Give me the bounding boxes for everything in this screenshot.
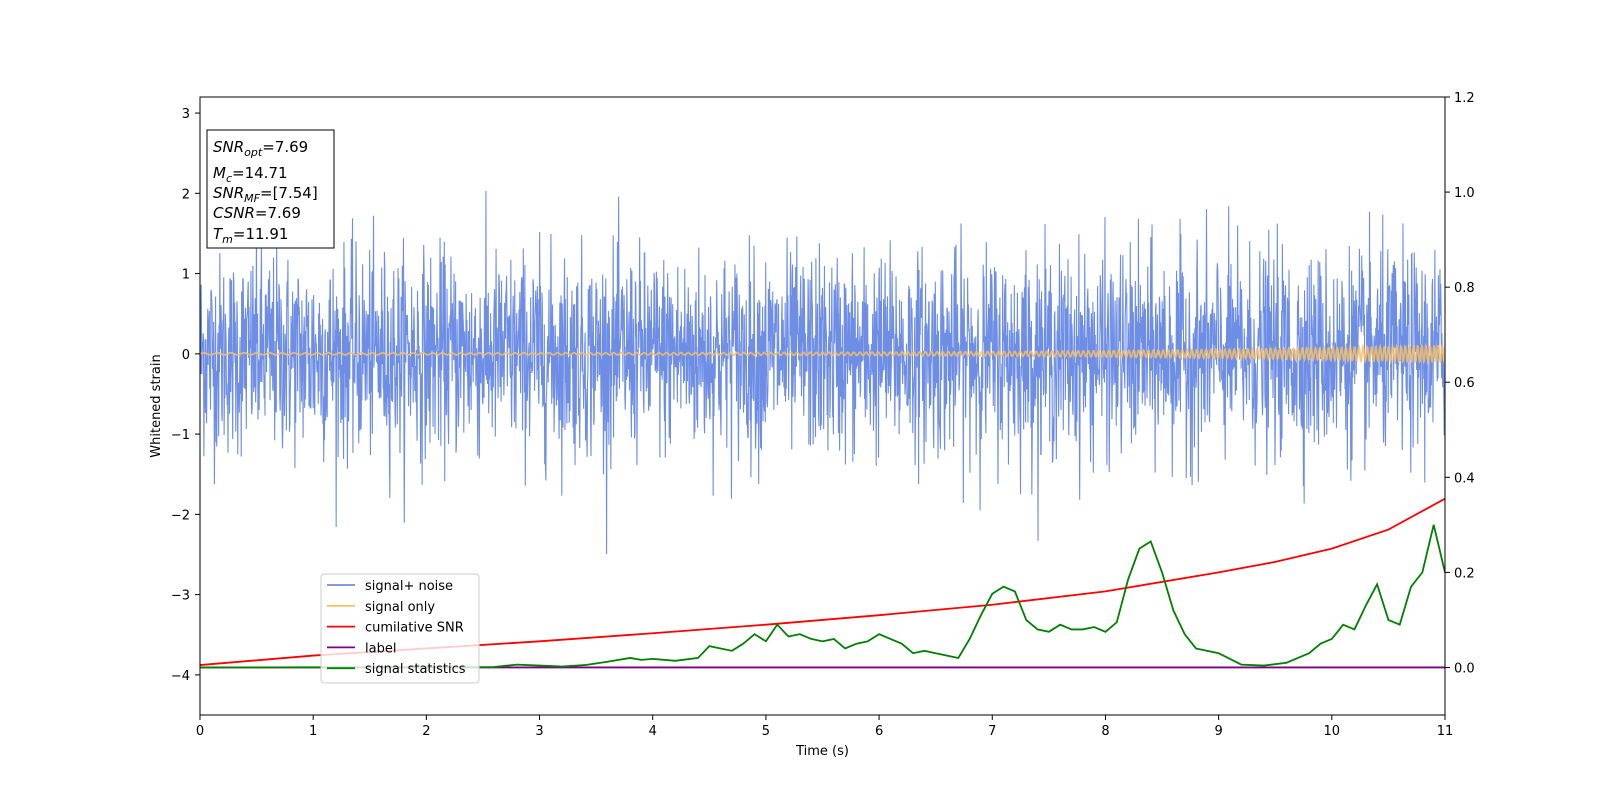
y-left-tick-label: −3 xyxy=(171,589,190,604)
x-tick-label: 11 xyxy=(1437,724,1454,739)
legend-label: signal+ noise xyxy=(365,579,453,594)
y-left-tick-label: 2 xyxy=(182,187,190,202)
y-right-tick-label: 1.0 xyxy=(1454,186,1475,201)
x-tick-label: 2 xyxy=(422,724,430,739)
y-right-tick-label: 0.4 xyxy=(1454,471,1475,486)
y-left-tick-label: −4 xyxy=(171,669,190,684)
y-axis-right: 0.0 0.2 0.4 0.6 0.8 1.0 1.2 xyxy=(1445,91,1475,676)
y-right-tick-label: 0.6 xyxy=(1454,376,1475,391)
legend-label: cumilative SNR xyxy=(365,621,464,636)
y-left-tick-label: −1 xyxy=(171,428,190,443)
y-right-tick-label: 1.2 xyxy=(1454,91,1475,106)
x-tick-label: 9 xyxy=(1214,724,1222,739)
annotation-snr-opt: SNRopt=7.69 xyxy=(213,138,308,159)
series-line-signal-statistics xyxy=(200,524,1445,669)
stats-annotation-box: SNRopt=7.69 Mc=14.71 SNRMF=[7.54] CSNR=7… xyxy=(206,129,335,249)
y-axis-left: −4 −3 −2 −1 0 1 2 3 xyxy=(171,107,200,684)
legend-label: label xyxy=(365,641,396,656)
annotation-csnr: CSNR=7.69 xyxy=(213,204,301,222)
legend-label: signal statistics xyxy=(365,662,466,677)
legend-item-label: label xyxy=(327,641,396,656)
x-tick-label: 10 xyxy=(1324,724,1341,739)
y-right-tick-label: 0.2 xyxy=(1454,566,1475,581)
series-line-signal-noise xyxy=(200,190,1445,554)
x-tick-label: 4 xyxy=(649,724,657,739)
series-line-signal-only xyxy=(200,342,1445,366)
legend-item-cumilative-snr: cumilative SNR xyxy=(327,621,464,636)
x-tick-label: 8 xyxy=(1101,724,1109,739)
legend-frame xyxy=(320,573,480,684)
y-left-tick-label: 3 xyxy=(182,107,190,122)
y-left-tick-label: 1 xyxy=(182,268,190,283)
annotation-chirp-mass: Mc=14.71 xyxy=(213,164,288,185)
legend-item-signal-only: signal only xyxy=(327,600,435,615)
x-tick-label: 1 xyxy=(309,724,317,739)
annotation-merger-time: Tm=11.91 xyxy=(213,225,288,246)
x-tick-label: 3 xyxy=(535,724,543,739)
y-left-tick-label: −2 xyxy=(171,508,190,523)
annotation-snr-mf: SNRMF=[7.54] xyxy=(213,184,318,205)
y-right-tick-label: 0.8 xyxy=(1454,281,1475,296)
legend-item-signal-statistics: signal statistics xyxy=(327,662,466,677)
y-axis-label-left: Whitened strain xyxy=(149,354,164,457)
legend-item-signal-noise: signal+ noise xyxy=(327,579,453,594)
legend: signal+ noise signal only cumilative SNR la… xyxy=(320,573,480,684)
x-tick-label: 7 xyxy=(988,724,996,739)
x-axis: 0 1 2 3 4 5 6 7 8 9 10 11 xyxy=(196,715,1453,739)
axes-frame xyxy=(199,96,1446,716)
y-left-tick-label: 0 xyxy=(182,348,190,363)
x-tick-label: 5 xyxy=(762,724,770,739)
annotation-box-frame xyxy=(206,129,335,249)
legend-label: signal only xyxy=(365,600,435,615)
x-tick-label: 0 xyxy=(196,724,204,739)
y-right-tick-label: 0.0 xyxy=(1454,661,1475,676)
x-tick-label: 6 xyxy=(875,724,883,739)
x-axis-label: Time (s) xyxy=(795,744,849,759)
